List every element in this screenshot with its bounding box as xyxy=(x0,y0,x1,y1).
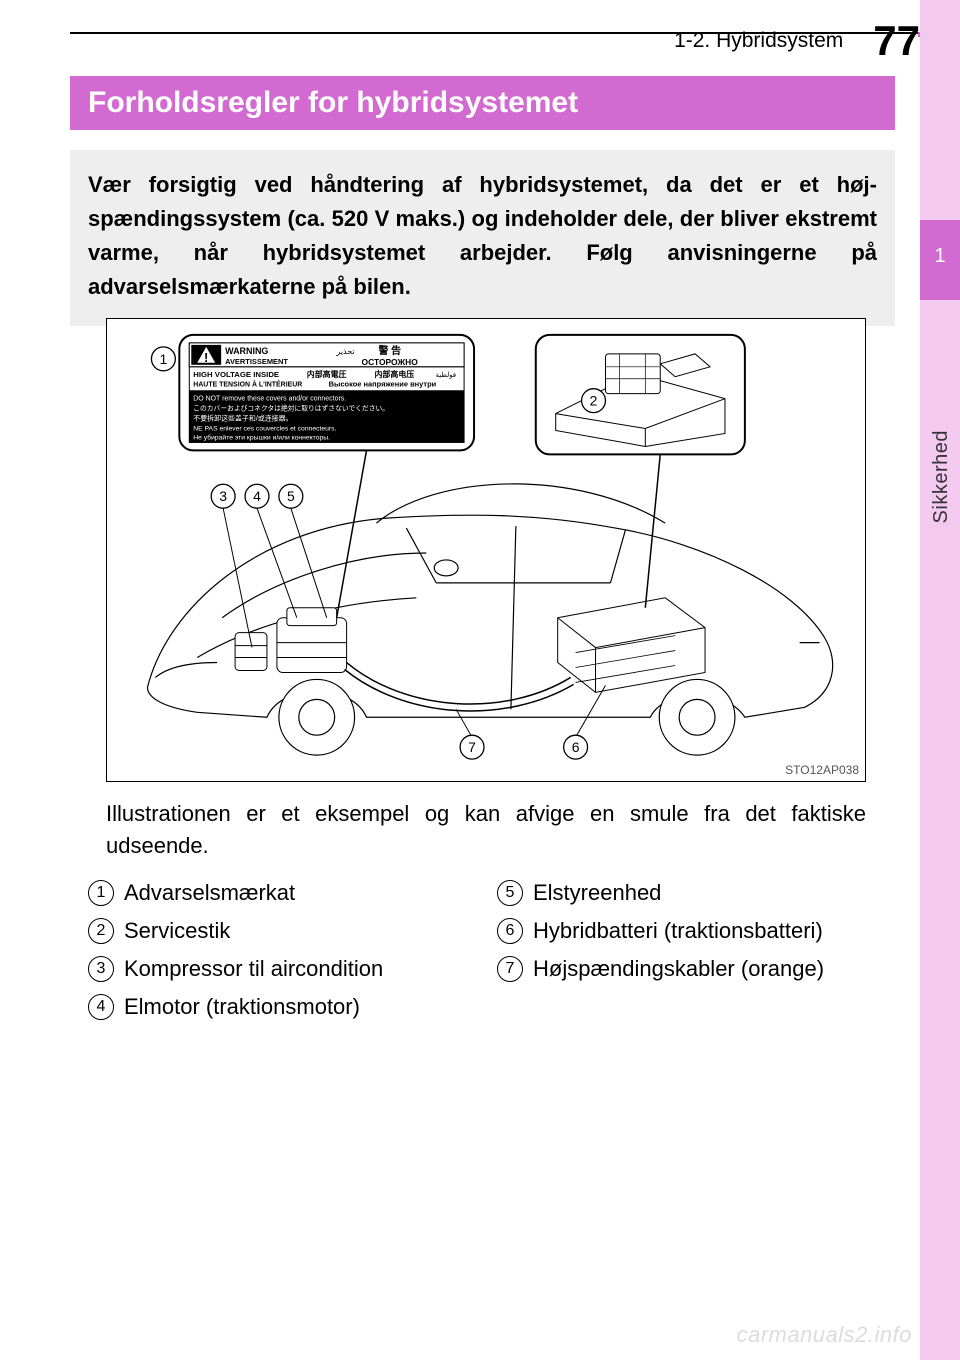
legend-num: 7 xyxy=(497,956,523,982)
warn-ar: تحذير xyxy=(335,347,354,356)
legend-num: 6 xyxy=(497,918,523,944)
svg-text:4: 4 xyxy=(253,488,261,504)
legend-text: Elmotor (traktionsmotor) xyxy=(124,994,360,1020)
warn-body1: DO NOT remove these covers and/or connec… xyxy=(193,396,346,403)
legend-list: 1 Advarselsmærkat 2 Servicestik 3 Kompresso… xyxy=(88,880,896,1020)
section-title: Forholdsregler for hybridsystemet xyxy=(70,76,895,130)
figure-caption: Illustrationen er et eksempel og kan afv… xyxy=(106,798,866,862)
warn-row2c: 内部高电压 xyxy=(374,369,414,379)
svg-text:!: ! xyxy=(204,350,208,365)
page-number: 77 xyxy=(873,20,920,62)
legend-item-6: 6 Hybridbatteri (traktionsbatteri) xyxy=(497,918,896,944)
legend-item-2: 2 Servicestik xyxy=(88,918,487,944)
sidebar-label: Sikkerhed xyxy=(930,430,953,523)
warn-heading-right: 警 告 xyxy=(377,344,401,357)
legend-num: 2 xyxy=(88,918,114,944)
callout-4: 4 xyxy=(245,484,269,508)
legend-item-7: 7 Højspændingskabler (orange) xyxy=(497,956,896,982)
warn-body4: NE PAS enlever ces couvercles et connect… xyxy=(193,426,336,433)
figure: ! WARNING AVERTISSEMENT 警 告 تحذير ОСТОРО… xyxy=(106,318,866,782)
warn-row3b: Высокое напряжение внутри xyxy=(329,380,437,389)
warn-body3: 不要拆卸这些盖子和/或连接器。 xyxy=(193,414,292,423)
warn-row3a: HAUTE TENSION À L'INTÉRIEUR xyxy=(193,380,302,389)
legend-text: Hybridbatteri (traktionsbatteri) xyxy=(533,918,823,944)
warn-row2a: HIGH VOLTAGE INSIDE xyxy=(193,370,279,379)
page: 1-2. Hybridsystem 77 1 Sikkerhed Forhold… xyxy=(0,0,960,1360)
svg-text:6: 6 xyxy=(572,739,580,755)
callout-5: 5 xyxy=(279,484,303,508)
svg-text:1: 1 xyxy=(160,351,168,367)
warn-sub-left: AVERTISSEMENT xyxy=(225,357,288,366)
figure-id: STO12AP038 xyxy=(785,763,859,777)
page-header: 1-2. Hybridsystem 77 xyxy=(70,12,920,54)
legend-num: 3 xyxy=(88,956,114,982)
legend-item-3: 3 Kompressor til aircondition xyxy=(88,956,487,982)
legend-text: Højspændingskabler (orange) xyxy=(533,956,824,982)
svg-text:3: 3 xyxy=(219,488,227,504)
warn-row2d: فولطية xyxy=(436,371,457,379)
callout-3: 3 xyxy=(211,484,235,508)
legend-item-1: 1 Advarselsmærkat xyxy=(88,880,487,906)
legend-num: 4 xyxy=(88,994,114,1020)
svg-text:2: 2 xyxy=(590,393,598,409)
intro-text: Vær forsigtig ved håndtering af hybridsy… xyxy=(70,150,895,326)
warn-row2b: 内部高電圧 xyxy=(307,369,347,379)
chapter-number: 1 xyxy=(920,245,960,268)
sidebar-tab: 1 Sikkerhed xyxy=(920,0,960,1360)
legend-num: 5 xyxy=(497,880,523,906)
legend-text: Elstyreenhed xyxy=(533,880,661,906)
callout-2: 2 xyxy=(582,389,606,413)
callout-6: 6 xyxy=(564,735,588,759)
warn-body2: このカバーおよびコネクタは絶対に取りはずさないでください。 xyxy=(193,404,389,413)
svg-text:7: 7 xyxy=(468,739,476,755)
legend-item-5: 5 Elstyreenhed xyxy=(497,880,896,906)
legend-num: 1 xyxy=(88,880,114,906)
warn-heading-left: WARNING xyxy=(225,346,268,356)
legend-item-4: 4 Elmotor (traktionsmotor) xyxy=(88,994,487,1020)
warn-sub-right: ОСТОРОЖНО xyxy=(362,357,419,367)
watermark: carmanuals2.info xyxy=(736,1322,912,1348)
legend-text: Kompressor til aircondition xyxy=(124,956,383,982)
svg-text:5: 5 xyxy=(287,488,295,504)
section-label: 1-2. Hybridsystem xyxy=(674,29,843,53)
callout-7: 7 xyxy=(460,735,484,759)
legend-text: Servicestik xyxy=(124,918,230,944)
warn-body5: Не убирайте эти крышки и/или коннекторы. xyxy=(193,433,330,441)
callout-1: 1 xyxy=(151,347,175,371)
legend-text: Advarselsmærkat xyxy=(124,880,295,906)
